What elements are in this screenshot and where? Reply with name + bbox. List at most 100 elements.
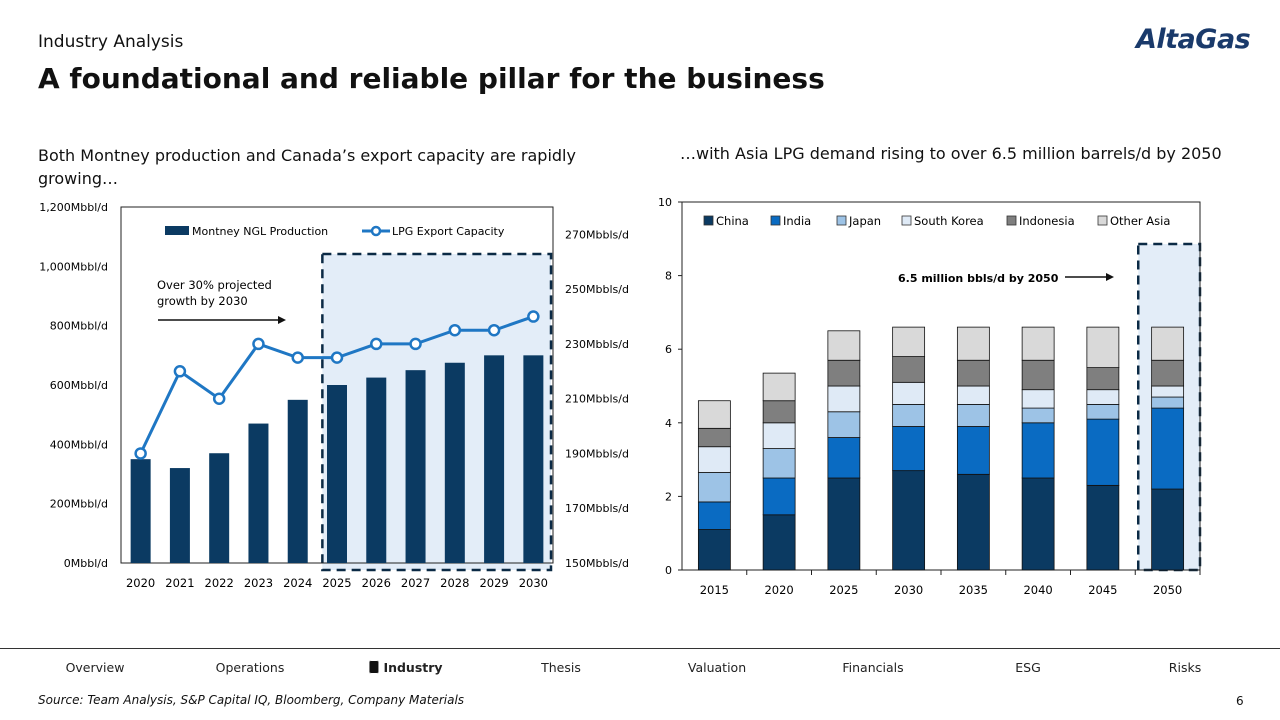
page-title: A foundational and reliable pillar for t… — [38, 62, 825, 95]
plot-frame — [681, 201, 1201, 571]
x-tick: 2015 — [700, 583, 729, 597]
x-tick: 2030 — [519, 576, 548, 590]
legend-label: Indonesia — [1019, 214, 1075, 228]
x-tick: 2025 — [829, 583, 858, 597]
page-number: 6 — [1236, 694, 1244, 708]
line-point-2025 — [330, 351, 344, 364]
legend-swatch-production — [165, 226, 189, 235]
x-tick: 2025 — [322, 576, 351, 590]
bar-india-2050 — [1151, 407, 1185, 490]
bar-other-asia-2015 — [697, 400, 731, 429]
bar-south-korea-2050 — [1151, 385, 1185, 398]
legend-label: Other Asia — [1110, 214, 1170, 228]
altagas-logo: AltaGas — [1136, 24, 1251, 55]
bar-south-korea-2020 — [762, 422, 796, 449]
nav-item-overview[interactable]: Overview — [66, 660, 125, 675]
left-axis-tick: 600Mbbl/d — [50, 379, 108, 392]
x-tick: 2050 — [1153, 583, 1182, 597]
legend-swatch-indonesia — [1006, 215, 1017, 226]
bar-japan-2030 — [892, 403, 926, 427]
left-axis-tick: 1,200Mbbl/d — [39, 201, 108, 214]
x-tick: 2022 — [205, 576, 234, 590]
bar-south-korea-2030 — [892, 381, 926, 405]
legend-label-production: Montney NGL Production — [192, 225, 328, 238]
bar-south-korea-2040 — [1021, 389, 1055, 409]
nav-item-industry[interactable]: Industry — [369, 660, 443, 675]
bar-china-2035 — [956, 473, 990, 571]
legend-label: Japan — [848, 214, 881, 228]
bar-china-2050 — [1151, 488, 1185, 571]
legend-swatch-other-asia — [1097, 215, 1108, 226]
bar-other-asia-2030 — [892, 326, 926, 357]
bar-india-2045 — [1086, 418, 1120, 486]
nav-item-thesis[interactable]: Thesis — [541, 660, 581, 675]
bar-other-asia-2035 — [956, 326, 990, 361]
bar-indonesia-2045 — [1086, 367, 1120, 391]
x-tick: 2040 — [1023, 583, 1052, 597]
bar-2024 — [287, 399, 308, 563]
left-axis-tick: 400Mbbl/d — [50, 438, 108, 451]
nav-item-financials[interactable]: Financials — [842, 660, 903, 675]
legend-label: India — [783, 214, 811, 228]
bar-2027 — [405, 370, 426, 563]
right-axis-tick: 250Mbbls/d — [565, 283, 629, 296]
nav-item-label: Overview — [65, 660, 125, 675]
nav-item-esg[interactable]: ESG — [1015, 660, 1041, 675]
legend-label: China — [716, 214, 749, 228]
annotation-text: 6.5 million bbls/d by 2050 — [898, 272, 1059, 285]
left-chart-subtitle: Both Montney production and Canada’s exp… — [38, 146, 576, 188]
bar-2023 — [248, 423, 269, 563]
x-tick: 2020 — [126, 576, 155, 590]
bar-2028 — [444, 362, 465, 563]
y-tick: 0 — [665, 564, 672, 577]
line-point-2021 — [173, 365, 187, 378]
nav-item-risks[interactable]: Risks — [1169, 660, 1201, 675]
legend-label-capacity: LPG Export Capacity — [392, 225, 505, 238]
nav-item-label: Financials — [842, 660, 904, 675]
nav-item-operations[interactable]: Operations — [216, 660, 285, 675]
right-axis-tick: 150Mbbls/d — [565, 557, 629, 570]
left-axis-tick: 800Mbbl/d — [50, 320, 108, 333]
line-point-2022 — [212, 392, 226, 405]
bar-china-2015 — [697, 529, 731, 571]
bar-india-2030 — [892, 426, 926, 472]
montney-chart: 0Mbbl/d 200Mbbl/d 400Mbbl/d 600Mbbl/d 800Mbb… — [39, 201, 629, 590]
bar-2020 — [130, 459, 151, 563]
bar-indonesia-2035 — [956, 359, 990, 387]
bar-other-asia-2020 — [762, 372, 796, 402]
bar-china-2020 — [762, 514, 796, 571]
bar-other-asia-2050 — [1151, 326, 1185, 361]
bar-china-2040 — [1021, 477, 1055, 571]
bar-indonesia-2050 — [1151, 359, 1185, 387]
annotation-line-2: growth by 2030 — [157, 294, 248, 308]
nav-item-label: Industry — [383, 660, 443, 675]
bar-indonesia-2025 — [827, 359, 861, 387]
bar-japan-2020 — [762, 448, 796, 479]
x-tick: 2024 — [283, 576, 312, 590]
bar-china-2025 — [827, 477, 861, 571]
bar-japan-2015 — [697, 472, 731, 503]
line-point-2027 — [409, 337, 422, 351]
bar-2029 — [484, 355, 505, 563]
source-note: Source: Team Analysis, S&P Capital IQ, B… — [38, 693, 465, 707]
x-tick: 2027 — [401, 576, 430, 590]
bar-japan-2040 — [1021, 407, 1055, 424]
growth-arrow-head — [278, 316, 286, 324]
bar-india-2015 — [697, 501, 731, 530]
y-tick: 4 — [665, 417, 672, 430]
forecast-highlight-box — [321, 252, 553, 572]
y-tick: 2 — [665, 490, 672, 503]
bar-other-asia-2025 — [827, 330, 861, 361]
section-label: Industry Analysis — [38, 32, 184, 52]
nav-item-label: Operations — [215, 660, 285, 675]
bar-south-korea-2045 — [1086, 389, 1120, 405]
x-tick: 2021 — [165, 576, 194, 590]
legend-swatch-marker — [370, 225, 382, 237]
nav-item-valuation[interactable]: Valuation — [688, 660, 746, 675]
x-tick: 2035 — [959, 583, 988, 597]
line-point-2020 — [134, 447, 147, 460]
bar-china-2045 — [1086, 484, 1120, 571]
bar-india-2020 — [762, 477, 796, 516]
bar-japan-2025 — [827, 411, 861, 438]
line-point-2023 — [252, 337, 265, 351]
